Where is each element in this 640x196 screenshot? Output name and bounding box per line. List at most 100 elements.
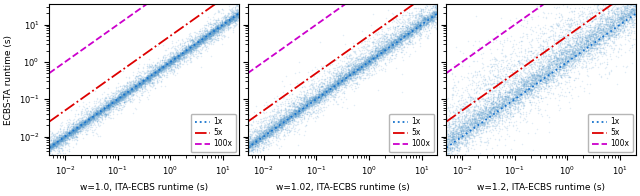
Point <box>606 34 616 37</box>
Point <box>355 68 365 71</box>
Point <box>231 13 241 16</box>
Point <box>156 66 166 69</box>
Point <box>329 83 339 86</box>
Point <box>380 45 390 49</box>
Point <box>365 53 375 56</box>
Point <box>326 85 336 89</box>
Point <box>296 112 306 115</box>
Point <box>65 136 76 139</box>
Point <box>152 70 162 73</box>
Point <box>234 11 244 14</box>
Point <box>160 70 170 73</box>
Point <box>589 42 599 45</box>
Point <box>323 90 333 93</box>
Point <box>276 126 286 130</box>
Point <box>136 75 147 79</box>
Point <box>617 14 627 17</box>
Point <box>50 141 60 144</box>
Point <box>137 80 147 83</box>
Point <box>184 46 195 49</box>
Point <box>344 74 354 77</box>
Point <box>209 29 219 32</box>
Point <box>368 39 378 43</box>
Point <box>246 143 256 146</box>
Point <box>378 52 388 55</box>
Point <box>523 50 533 53</box>
Point <box>290 115 300 118</box>
Point <box>454 115 465 119</box>
Point <box>486 128 497 131</box>
Point <box>252 140 262 143</box>
Point <box>593 38 604 41</box>
Point <box>169 57 179 60</box>
Point <box>106 101 116 104</box>
Point <box>37 155 47 158</box>
Point <box>487 113 497 116</box>
Point <box>140 83 150 86</box>
Point <box>152 70 163 73</box>
Point <box>250 139 260 142</box>
Point <box>543 78 554 81</box>
Point <box>277 122 287 125</box>
Point <box>197 37 207 40</box>
Point <box>505 90 515 93</box>
Point <box>198 38 209 41</box>
Point <box>153 71 163 74</box>
Point <box>468 111 479 114</box>
Point <box>257 137 268 140</box>
Point <box>234 140 244 143</box>
Point <box>180 50 190 53</box>
Point <box>285 112 296 115</box>
Point <box>427 24 437 27</box>
Point <box>330 79 340 82</box>
Point <box>106 103 116 106</box>
Point <box>420 18 431 21</box>
Point <box>410 19 420 22</box>
Point <box>241 159 251 162</box>
Point <box>48 143 58 147</box>
Point <box>109 100 119 103</box>
Point <box>545 72 556 75</box>
Point <box>438 156 448 159</box>
Point <box>587 30 597 33</box>
Point <box>569 57 579 60</box>
Point <box>234 147 244 151</box>
Point <box>83 119 93 122</box>
Point <box>68 129 78 132</box>
Point <box>209 30 219 34</box>
Point <box>403 21 413 24</box>
Point <box>312 99 323 102</box>
Point <box>445 138 455 141</box>
Point <box>237 152 247 155</box>
Point <box>353 66 363 69</box>
Point <box>543 91 553 94</box>
Point <box>617 17 627 20</box>
Point <box>546 78 556 82</box>
Point <box>172 51 182 54</box>
Point <box>536 56 546 59</box>
Point <box>55 129 65 132</box>
Point <box>231 12 241 15</box>
Point <box>453 120 463 123</box>
Point <box>431 15 441 18</box>
Point <box>622 16 632 19</box>
Point <box>459 122 469 125</box>
Point <box>341 71 351 74</box>
Point <box>291 110 301 113</box>
Point <box>194 44 204 47</box>
Point <box>92 119 102 122</box>
Point <box>323 85 333 88</box>
Point <box>436 152 446 155</box>
Point <box>570 58 580 61</box>
Point <box>188 54 198 57</box>
Point <box>554 81 564 84</box>
Point <box>419 21 429 24</box>
Point <box>433 131 443 134</box>
Point <box>468 120 479 123</box>
Point <box>483 122 493 125</box>
Point <box>302 105 312 108</box>
Point <box>97 106 108 109</box>
Point <box>165 59 175 62</box>
Point <box>95 106 105 110</box>
Point <box>111 103 121 106</box>
